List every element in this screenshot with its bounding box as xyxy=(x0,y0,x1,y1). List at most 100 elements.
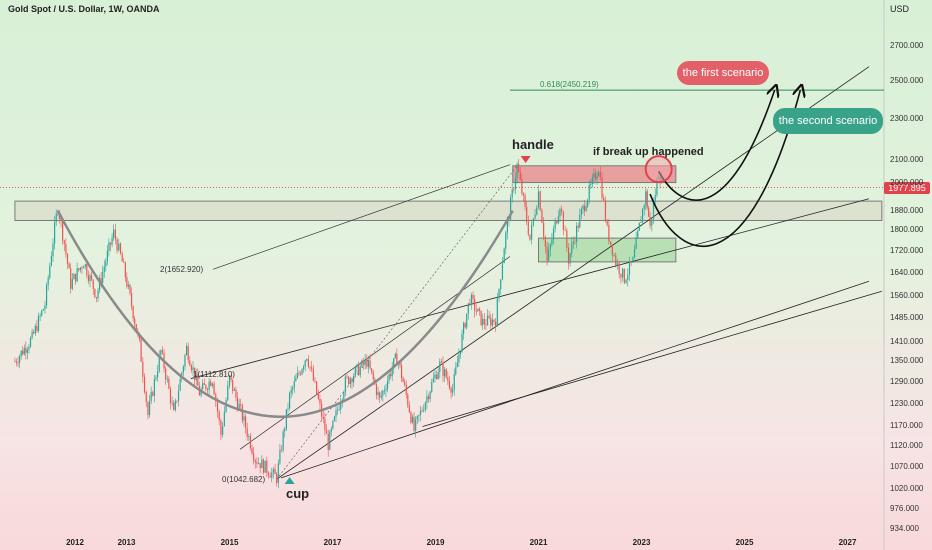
handle-label: handle xyxy=(512,137,554,152)
candle-body xyxy=(590,183,592,185)
candle-body xyxy=(15,361,18,363)
candle-body xyxy=(203,383,205,385)
breakup-label: if break up happened xyxy=(593,146,704,158)
candle-body xyxy=(66,253,69,264)
candle-body xyxy=(102,271,104,283)
candle-body xyxy=(299,373,302,375)
candle-body xyxy=(47,277,49,285)
candle-body xyxy=(527,221,529,235)
scenario-1-path xyxy=(657,90,775,201)
candle-body xyxy=(129,284,131,294)
candle-body xyxy=(81,267,83,269)
candle-body xyxy=(510,197,512,220)
candle-body xyxy=(304,360,306,367)
candle-body xyxy=(330,428,332,432)
candle-body xyxy=(594,173,597,180)
candle-body xyxy=(490,317,492,326)
candle-body xyxy=(261,459,263,469)
candle-body xyxy=(439,361,441,372)
candle-body xyxy=(147,402,149,416)
candle-body xyxy=(287,408,289,410)
candle-body xyxy=(410,412,412,423)
candle-body xyxy=(559,208,561,217)
candle-body xyxy=(272,468,275,473)
candle-body xyxy=(240,404,242,406)
candle-body xyxy=(91,275,93,280)
candle-body xyxy=(526,206,528,222)
candle-body xyxy=(354,367,356,376)
candle-body xyxy=(380,395,382,398)
y-tick-label: 934.000 xyxy=(890,524,919,533)
candle-body xyxy=(429,391,431,400)
candle-body xyxy=(348,376,350,384)
candle-body xyxy=(340,403,342,410)
candle-body xyxy=(522,193,525,196)
candle-body xyxy=(213,383,215,395)
candle-body xyxy=(386,380,389,390)
candle-body xyxy=(79,267,81,271)
candle-body xyxy=(524,195,526,207)
candle-body xyxy=(86,264,88,276)
candle-body xyxy=(529,234,531,240)
candle-body xyxy=(84,264,86,267)
candle-body xyxy=(519,172,521,180)
candle-body xyxy=(604,200,607,221)
fib-0-label: 0(1042.682) xyxy=(222,475,266,484)
candle-body xyxy=(416,416,418,420)
candle-body xyxy=(544,236,546,247)
candle-body xyxy=(421,410,423,412)
candle-body xyxy=(190,365,193,370)
candle-body xyxy=(26,349,29,353)
candle-body xyxy=(396,353,398,364)
candle-body xyxy=(377,392,379,396)
fib-0618-label: 0.618(2450.219) xyxy=(540,80,599,89)
candle-body xyxy=(293,381,295,388)
candle-body xyxy=(628,261,631,275)
y-tick-label: 2700.000 xyxy=(890,41,924,50)
candle-body xyxy=(301,369,303,375)
candle-body xyxy=(627,274,629,280)
candle-body xyxy=(369,360,371,369)
candle-body xyxy=(177,390,180,401)
candle-body xyxy=(168,378,170,389)
candle-body xyxy=(444,369,446,377)
candle-body xyxy=(364,359,366,365)
candle-body xyxy=(583,205,586,212)
candle-body xyxy=(155,377,157,380)
candle-body xyxy=(161,350,164,353)
candle-body xyxy=(569,253,571,264)
x-tick-label: 2021 xyxy=(529,538,548,547)
candle-body xyxy=(405,384,407,395)
candle-body xyxy=(582,205,584,210)
candle-body xyxy=(551,239,553,245)
candle-body xyxy=(543,222,545,237)
candle-body xyxy=(649,216,651,226)
candle-body xyxy=(160,350,162,355)
candle-body xyxy=(587,199,589,207)
candle-body xyxy=(113,229,115,238)
candle-body xyxy=(577,225,579,228)
candle-body xyxy=(366,359,368,367)
candle-body xyxy=(165,368,167,380)
fib-1-label: 1(1112.810) xyxy=(193,370,235,379)
candle-body xyxy=(298,373,300,374)
candle-body xyxy=(248,436,250,437)
candle-body xyxy=(458,354,460,363)
candle-body xyxy=(31,331,33,339)
candle-body xyxy=(166,378,168,380)
candle-body xyxy=(264,460,266,473)
candle-body xyxy=(82,266,85,269)
y-tick-label: 1020.000 xyxy=(890,483,924,493)
candle-body xyxy=(423,410,425,411)
candle-body xyxy=(327,433,329,450)
candle-body xyxy=(601,177,603,198)
candle-body xyxy=(556,220,558,224)
candle-body xyxy=(324,418,326,431)
y-tick-label: 1230.000 xyxy=(890,398,924,408)
candle-body xyxy=(71,279,73,289)
candle-body xyxy=(220,420,222,435)
candle-body xyxy=(322,416,324,419)
candle-body xyxy=(111,237,113,245)
candle-body xyxy=(615,255,617,266)
zone-support-band xyxy=(14,200,883,221)
